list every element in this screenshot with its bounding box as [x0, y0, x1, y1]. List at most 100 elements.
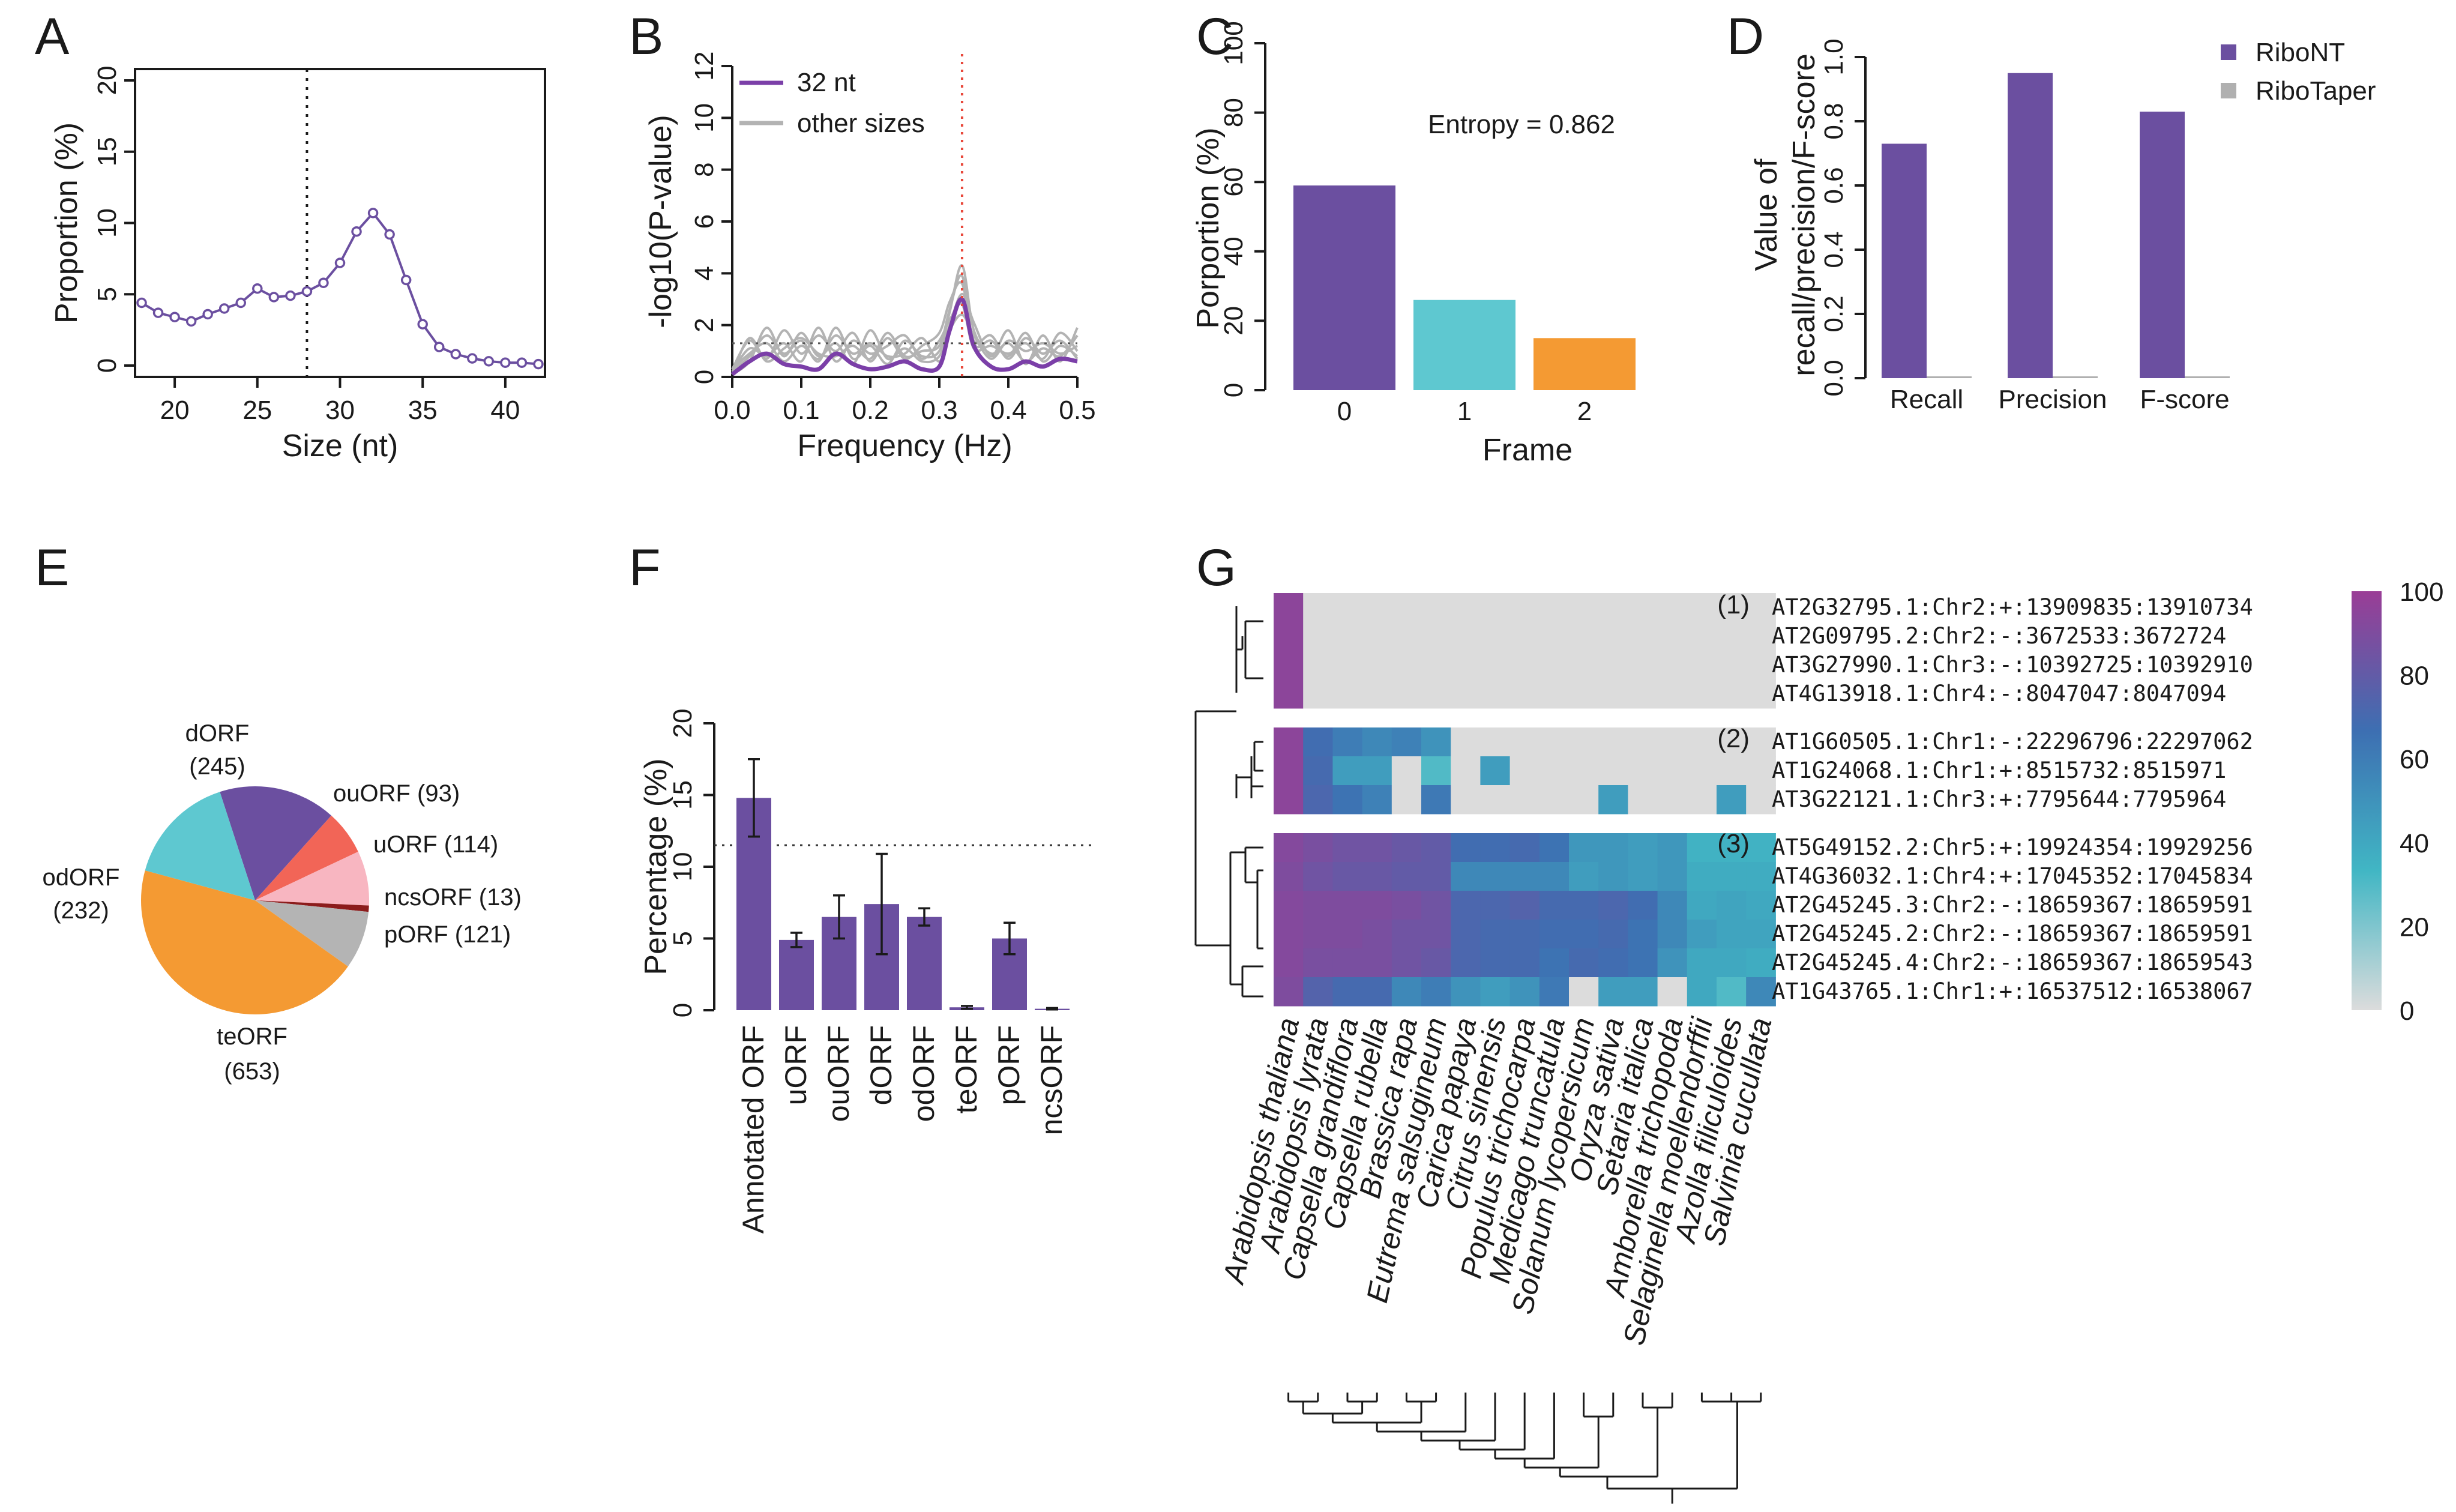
- heatmap-cell: [1362, 651, 1392, 680]
- panel-a-x-tick-label: 35: [408, 396, 438, 425]
- heatmap-cell: [1657, 833, 1688, 863]
- panel-letter-e: E: [35, 539, 69, 597]
- heatmap-cell: [1569, 948, 1599, 978]
- heatmap-cell: [1717, 891, 1747, 920]
- panel-d-y-tick-label: 0.6: [1819, 167, 1849, 203]
- heatmap-cell: [1569, 833, 1599, 863]
- heatmap-cell: [1303, 593, 1333, 622]
- heatmap-cell: [1598, 833, 1628, 863]
- panel-c-entropy-annotation: Entropy = 0.862: [1428, 110, 1615, 139]
- heatmap-cell: [1687, 948, 1717, 978]
- panel-d-ribotaper-bar: [1927, 376, 1972, 378]
- pie-slice-uorf: [255, 851, 369, 906]
- pie-label-teorf: teORF: [217, 1023, 287, 1050]
- heatmap-cell: [1687, 785, 1717, 815]
- heatmap-cell: [1746, 891, 1776, 920]
- panel-c-x-tick-label: 0: [1337, 397, 1352, 426]
- panel-b-legend-32nt: 32 nt: [797, 68, 856, 97]
- panel-a-data-point: [285, 290, 296, 301]
- heatmap-cell: [1480, 785, 1511, 815]
- panel-c-bar: [1293, 185, 1395, 390]
- panel-a-x-tick-label: 20: [160, 396, 190, 425]
- heatmap-cell: [1687, 833, 1717, 863]
- panel-d-y-tick-label: 0.4: [1819, 231, 1849, 268]
- pie-label-dorf: dORF: [185, 720, 250, 747]
- heatmap-cell: [1509, 785, 1540, 815]
- panel-a-data-point: [351, 226, 362, 237]
- panel-a-data-point: [500, 357, 511, 368]
- pie-label-uorf: uORF (114): [373, 831, 498, 858]
- heatmap-cell: [1421, 756, 1451, 786]
- heatmap-cell: [1421, 785, 1451, 815]
- heatmap-cell: [1717, 756, 1747, 786]
- heatmap-cell: [1332, 920, 1363, 949]
- panel-f-bar: [907, 917, 942, 1010]
- heatmap-cell: [1628, 679, 1658, 709]
- panel-letter-d: D: [1727, 8, 1764, 65]
- heatmap-cell: [1362, 593, 1392, 622]
- heatmap-cell: [1274, 679, 1304, 709]
- heatmap-cell: [1303, 833, 1333, 863]
- heatmap-cell: [1598, 679, 1628, 709]
- panel-a-data-point: [136, 297, 147, 309]
- heatmap-cell: [1687, 862, 1717, 891]
- heatmap-cell: [1746, 679, 1776, 709]
- panel-a-y-label: Proportion (%): [49, 122, 84, 324]
- heatmap-cell: [1569, 977, 1599, 1007]
- heatmap-cell: [1598, 920, 1628, 949]
- heatmap-cell: [1303, 785, 1333, 815]
- heatmap-cell: [1391, 727, 1422, 757]
- heatmap-cell: [1274, 833, 1304, 863]
- heatmap-cell: [1628, 756, 1658, 786]
- heatmap-cell: [1569, 920, 1599, 949]
- heatmap-cell: [1451, 651, 1481, 680]
- heatmap-cell: [1717, 977, 1747, 1007]
- panel-c-x-tick-label: 1: [1457, 397, 1472, 426]
- pie-count-odorf: (232): [53, 897, 109, 924]
- heatmap-row-label: AT4G13918.1:Chr4:-:8047047:8047094: [1772, 681, 2226, 706]
- heatmap-cell: [1362, 920, 1392, 949]
- heatmap-cell: [1657, 622, 1688, 651]
- heatmap-cell: [1303, 622, 1333, 651]
- panel-b-other-size-line: [731, 274, 1079, 375]
- heatmap-cell: [1687, 679, 1717, 709]
- heatmap-cell: [1274, 862, 1304, 891]
- heatmap-row-label: AT1G24068.1:Chr1:+:8515732:8515971: [1772, 758, 2226, 783]
- heatmap-cell: [1746, 977, 1776, 1007]
- heatmap-cell: [1717, 622, 1747, 651]
- panel-d-y-label-line1: Value of: [1749, 158, 1784, 271]
- heatmap-cell: [1717, 948, 1747, 978]
- heatmap-cell: [1362, 756, 1392, 786]
- panel-letter-f: F: [629, 539, 661, 597]
- panel-a-y-tick-label: 20: [92, 66, 122, 95]
- heatmap-cell: [1628, 785, 1658, 815]
- heatmap-cell: [1539, 756, 1570, 786]
- panel-a-data-point: [433, 342, 445, 352]
- heatmap-cell: [1332, 977, 1363, 1007]
- pie-slice-ouorf: [255, 815, 358, 900]
- heatmap-cell: [1539, 785, 1570, 815]
- heatmap-cell: [1628, 891, 1658, 920]
- colorbar: [2352, 591, 2382, 1010]
- panel-a-data-point: [152, 307, 164, 318]
- heatmap-cell: [1480, 891, 1511, 920]
- heatmap-row-label: AT3G22121.1:Chr3:+:7795644:7795964: [1772, 786, 2226, 812]
- heatmap-cell: [1628, 920, 1658, 949]
- pie-count-dorf: (245): [189, 753, 245, 780]
- heatmap-cell: [1539, 891, 1570, 920]
- heatmap-cell: [1480, 679, 1511, 709]
- panel-c-x-label: Frame: [1482, 433, 1573, 468]
- pie-label-ouorf: ouORF (93): [333, 780, 460, 807]
- panel-a-x-label: Size (nt): [282, 429, 399, 463]
- panel-b-x-tick-label: 0.3: [921, 396, 957, 425]
- heatmap-cell: [1332, 862, 1363, 891]
- heatmap-cell: [1451, 891, 1481, 920]
- heatmap-cell: [1569, 756, 1599, 786]
- panel-b-other-size-line: [731, 292, 1079, 376]
- heatmap-row-label: AT4G36032.1:Chr4:+:17045352:17045834: [1772, 863, 2253, 889]
- heatmap-cell: [1391, 593, 1422, 622]
- heatmap-cell: [1480, 920, 1511, 949]
- heatmap-cell: [1598, 862, 1628, 891]
- heatmap-cell: [1657, 891, 1688, 920]
- heatmap-cell: [1303, 920, 1333, 949]
